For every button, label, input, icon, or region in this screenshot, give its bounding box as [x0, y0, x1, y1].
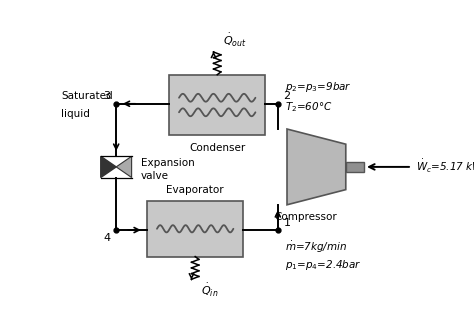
Text: Condenser: Condenser — [189, 143, 246, 153]
Bar — [147, 201, 243, 256]
Text: $\dot{W}_c$=5.17 kW: $\dot{W}_c$=5.17 kW — [416, 158, 474, 175]
Text: liquid: liquid — [61, 109, 90, 119]
Polygon shape — [101, 156, 116, 177]
Text: $T_2$=60°C: $T_2$=60°C — [285, 100, 333, 114]
Text: $\dot{Q}_{out}$: $\dot{Q}_{out}$ — [223, 32, 246, 50]
Polygon shape — [116, 156, 132, 177]
Bar — [346, 162, 364, 172]
Text: Evaporator: Evaporator — [166, 185, 224, 195]
Text: 3: 3 — [104, 91, 110, 101]
Text: 4: 4 — [103, 233, 110, 243]
Text: 2: 2 — [283, 91, 291, 101]
Text: Saturated: Saturated — [61, 91, 113, 101]
Text: valve: valve — [141, 171, 169, 181]
Text: $\dot{m}$=7kg/min: $\dot{m}$=7kg/min — [285, 240, 347, 256]
Text: $p_2$=$p_3$=9bar: $p_2$=$p_3$=9bar — [285, 80, 352, 94]
Text: $p_1$=$p_4$=2.4bar: $p_1$=$p_4$=2.4bar — [285, 258, 362, 272]
Bar — [169, 75, 265, 135]
Polygon shape — [287, 129, 346, 205]
Text: Expansion: Expansion — [141, 158, 194, 168]
Text: 1: 1 — [283, 217, 291, 228]
Text: Compressor: Compressor — [274, 212, 337, 222]
Text: $\dot{Q}_{in}$: $\dot{Q}_{in}$ — [201, 282, 218, 299]
